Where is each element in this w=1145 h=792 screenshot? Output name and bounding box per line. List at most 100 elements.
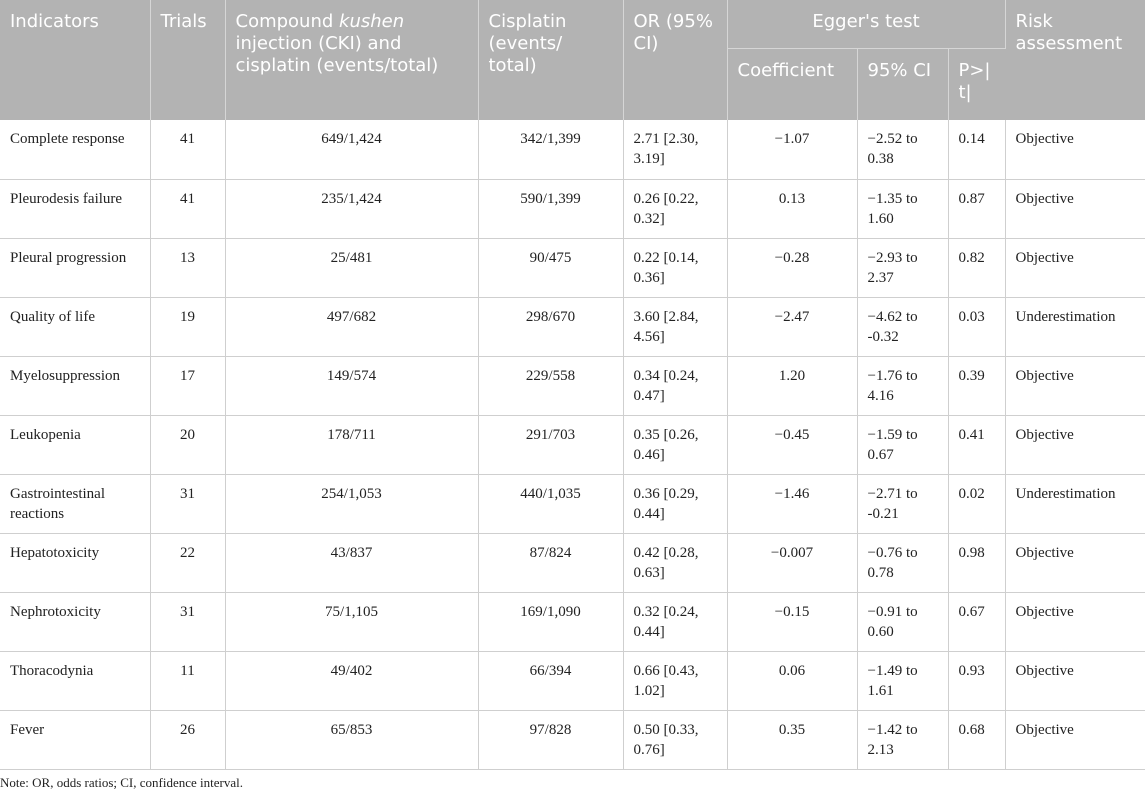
cell-risk: Underestimation (1005, 297, 1145, 357)
cell-ci: −1.76 to 4.16 (857, 356, 949, 416)
table-row: Gastrointestinal reactions 31 254/1,053 440… (0, 474, 1145, 534)
cell-ci: −1.59 to 0.67 (857, 415, 949, 475)
header-cki-suffix: injection (CKI) and cisplatin (events/to… (235, 33, 439, 76)
cell-cki: 649/1,424 (225, 120, 479, 180)
cell-or: 0.32 [0.24, 0.44] (623, 592, 728, 652)
table-row: Pleurodesis failure 41 235/1,424 590/1,399 0… (0, 179, 1145, 239)
cell-trials: 41 (150, 179, 226, 239)
header-cki: Compound kushen injection (CKI) and cisp… (225, 0, 479, 120)
header-or: OR (95% CI) (623, 0, 728, 120)
cell-trials: 11 (150, 651, 226, 711)
cell-cki: 178/711 (225, 415, 479, 475)
cell-trials: 20 (150, 415, 226, 475)
cell-p: 0.41 (948, 415, 1006, 475)
cell-ci: −2.71 to -0.21 (857, 474, 949, 534)
cell-risk: Objective (1005, 710, 1145, 770)
cell-indicator: Myelosuppression (0, 356, 151, 416)
cell-or: 0.66 [0.43, 1.02] (623, 651, 728, 711)
cell-trials: 26 (150, 710, 226, 770)
cell-or: 0.34 [0.24, 0.47] (623, 356, 728, 416)
cell-indicator: Pleurodesis failure (0, 179, 151, 239)
cell-risk: Objective (1005, 120, 1145, 180)
cell-coefficient: −1.46 (727, 474, 858, 534)
cell-p: 0.14 (948, 120, 1006, 180)
cell-risk: Objective (1005, 592, 1145, 652)
cell-coefficient: −0.007 (727, 533, 858, 593)
cell-trials: 13 (150, 238, 226, 298)
cell-cki: 43/837 (225, 533, 479, 593)
cell-coefficient: 1.20 (727, 356, 858, 416)
cell-or: 0.35 [0.26, 0.46] (623, 415, 728, 475)
cell-indicator: Pleural progression (0, 238, 151, 298)
cell-indicator: Gastrointestinal reactions (0, 474, 151, 534)
table-row: Leukopenia 20 178/711 291/703 0.35 [0.26, 0.… (0, 415, 1145, 475)
cell-ci: −4.62 to -0.32 (857, 297, 949, 357)
cell-cki: 235/1,424 (225, 179, 479, 239)
cell-trials: 22 (150, 533, 226, 593)
cell-coefficient: −2.47 (727, 297, 858, 357)
header-cki-prefix: Compound (235, 11, 340, 32)
cell-cisplatin: 97/828 (478, 710, 624, 770)
cell-or: 0.36 [0.29, 0.44] (623, 474, 728, 534)
cell-cki: 49/402 (225, 651, 479, 711)
cell-trials: 31 (150, 592, 226, 652)
table-row: Quality of life 19 497/682 298/670 3.60 [2.8… (0, 297, 1145, 357)
cell-coefficient: −1.07 (727, 120, 858, 180)
results-table: Indicators Trials Compound kushen inject… (0, 0, 1145, 770)
cell-cisplatin: 342/1,399 (478, 120, 624, 180)
cell-p: 0.87 (948, 179, 1006, 239)
cell-cisplatin: 298/670 (478, 297, 624, 357)
cell-indicator: Fever (0, 710, 151, 770)
cell-ci: −0.76 to 0.78 (857, 533, 949, 593)
cell-cisplatin: 90/475 (478, 238, 624, 298)
table-note: Note: OR, odds ratios; CI, confidence in… (0, 775, 243, 790)
cell-or: 0.22 [0.14, 0.36] (623, 238, 728, 298)
table-row: Pleural progression 13 25/481 90/475 0.22 [0… (0, 238, 1145, 298)
cell-p: 0.67 (948, 592, 1006, 652)
cell-cki: 25/481 (225, 238, 479, 298)
cell-risk: Underestimation (1005, 474, 1145, 534)
cell-cisplatin: 291/703 (478, 415, 624, 475)
cell-cki: 254/1,053 (225, 474, 479, 534)
cell-cisplatin: 229/558 (478, 356, 624, 416)
cell-trials: 31 (150, 474, 226, 534)
header-cisplatin: Cisplatin (events/ total) (478, 0, 624, 120)
cell-p: 0.02 (948, 474, 1006, 534)
cell-trials: 41 (150, 120, 226, 180)
cell-ci: −1.35 to 1.60 (857, 179, 949, 239)
cell-coefficient: 0.13 (727, 179, 858, 239)
header-trials: Trials (150, 0, 226, 120)
cell-indicator: Leukopenia (0, 415, 151, 475)
header-risk: Risk assessment (1005, 0, 1145, 120)
cell-ci: −2.52 to 0.38 (857, 120, 949, 180)
cell-cisplatin: 440/1,035 (478, 474, 624, 534)
table-body: Complete response 41 649/1,424 342/1,399 2.7… (0, 120, 1145, 770)
cell-risk: Objective (1005, 533, 1145, 593)
header-ci95: 95% CI (857, 47, 949, 120)
cell-p: 0.68 (948, 710, 1006, 770)
header-coefficient: Coefficient (727, 47, 858, 120)
cell-trials: 17 (150, 356, 226, 416)
cell-indicator: Quality of life (0, 297, 151, 357)
cell-coefficient: −0.45 (727, 415, 858, 475)
table-row: Fever 26 65/853 97/828 0.50 [0.33, 0.76] 0.35… (0, 710, 1145, 770)
cell-indicator: Nephrotoxicity (0, 592, 151, 652)
cell-cki: 497/682 (225, 297, 479, 357)
cell-or: 3.60 [2.84, 4.56] (623, 297, 728, 357)
table-row: Myelosuppression 17 149/574 229/558 0.34 [0.… (0, 356, 1145, 416)
header-indicators: Indicators (0, 0, 151, 120)
header-egger: Egger's test (727, 0, 1006, 48)
cell-trials: 19 (150, 297, 226, 357)
cell-cisplatin: 87/824 (478, 533, 624, 593)
cell-p: 0.98 (948, 533, 1006, 593)
cell-risk: Objective (1005, 415, 1145, 475)
header-p: P>| t| (948, 47, 1006, 120)
cell-risk: Objective (1005, 179, 1145, 239)
cell-or: 0.42 [0.28, 0.63] (623, 533, 728, 593)
cell-cisplatin: 66/394 (478, 651, 624, 711)
cell-risk: Objective (1005, 651, 1145, 711)
cell-cki: 75/1,105 (225, 592, 479, 652)
cell-indicator: Thoracodynia (0, 651, 151, 711)
cell-p: 0.39 (948, 356, 1006, 416)
cell-or: 0.50 [0.33, 0.76] (623, 710, 728, 770)
